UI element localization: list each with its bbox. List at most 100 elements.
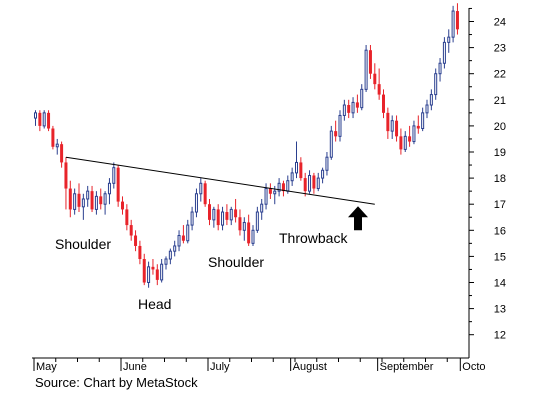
candle [251,225,255,246]
candle [255,206,259,233]
candle-body [34,112,37,119]
candle [129,219,133,241]
candle [416,115,420,134]
candle [190,206,194,231]
candle-body [142,259,146,283]
candle-body [229,208,233,221]
candle [116,165,120,207]
candle-body [403,135,407,150]
candle-body [325,156,329,171]
candle [303,172,307,197]
candle [247,214,251,246]
source-caption: Source: Chart by MetaStock [35,375,198,390]
candle [203,180,207,207]
candle [229,206,233,226]
candle [42,110,46,129]
candle [177,230,181,252]
candle [155,264,159,286]
x-axis-ticks: May June July August September Octo [33,358,486,373]
candle-body [242,221,246,231]
candle-body [447,36,451,43]
y-tick-label: 24 [494,17,506,29]
candle [68,180,72,218]
y-axis-ticks: 12 13 14 15 16 17 18 19 20 21 22 23 24 [469,7,506,342]
y-tick-label: 13 [494,304,506,316]
candle-body [377,84,381,95]
candle-body [73,193,77,210]
candle [434,68,438,100]
candle-body [247,222,251,244]
throwback-label: Throwback [279,230,348,246]
candle-body [425,104,429,114]
candle [329,125,333,160]
candle [312,172,316,194]
candle [86,185,90,207]
candle-body [173,245,177,252]
candle [351,97,355,119]
candle-body [455,11,459,30]
candle [181,225,185,244]
candle-body [177,235,181,247]
candle [316,172,320,192]
candle [147,261,151,288]
candle-body [38,112,42,126]
candle-body [312,175,316,189]
candle-body [138,245,142,260]
neckline-trendline [65,156,375,205]
candle [164,256,168,270]
candle [221,206,225,231]
candle-body [255,211,259,231]
candle [60,141,64,168]
candle [238,209,242,236]
candle [160,259,164,283]
candle-body [451,10,455,38]
candle-body [438,62,442,75]
candle-body [164,258,168,265]
candle-body [273,190,277,195]
y-tick-label: 14 [494,278,506,290]
candle-body [373,73,377,85]
candle [290,167,294,186]
candle [99,188,103,210]
candle [425,99,429,119]
candle [421,107,425,132]
candle [403,131,407,152]
candle-body [347,105,351,113]
x-month-label: July [210,361,230,373]
candle-body [134,235,138,246]
candle [281,180,285,197]
candle-body [107,182,111,195]
candle [382,89,385,119]
candle-body [421,112,425,130]
candle [121,196,124,215]
candle-body [368,50,372,74]
candle-body [203,183,207,205]
candle-body [351,101,355,114]
candle [242,217,246,241]
candle-body [434,73,438,96]
candle-body [77,193,81,207]
candle-body [429,94,433,106]
candle-body [103,193,107,205]
candle-body [286,180,290,192]
candle-body [321,169,325,179]
candle [216,204,220,231]
y-tick-label: 12 [494,330,506,342]
candle-body [190,211,194,226]
candle-body [181,235,185,241]
candle [299,157,303,181]
candle-body [221,211,225,226]
candle [34,110,37,126]
candle [338,110,342,142]
candle-body [416,125,420,129]
x-month-label: September [380,361,434,373]
candle [412,120,416,145]
candle [455,3,459,35]
x-month-label: August [293,361,327,373]
candle-body [51,128,55,147]
candle-body [155,269,159,280]
candle [429,89,433,111]
candle-body [290,172,294,182]
candle-body [151,266,155,270]
